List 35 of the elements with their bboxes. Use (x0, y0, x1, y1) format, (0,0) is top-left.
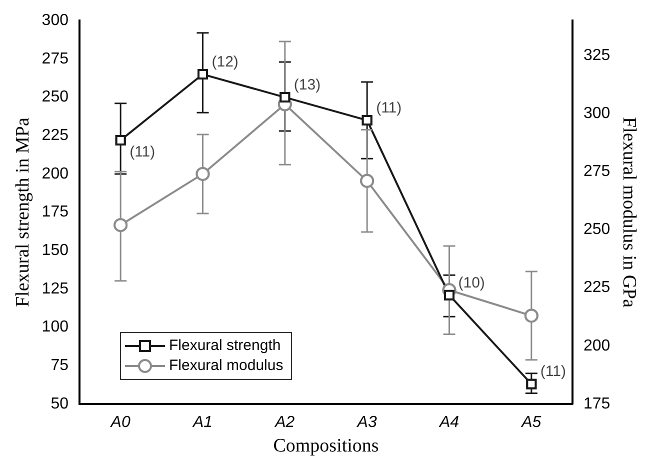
x-tick-label: A5 (520, 414, 542, 432)
y2-tick-label: 250 (584, 221, 610, 238)
x-tick-label: A0 (110, 414, 130, 432)
x-tick-label: A2 (274, 414, 295, 432)
annotation: (12) (212, 53, 238, 70)
y-tick-label: 250 (42, 88, 69, 106)
y-tick-label: 175 (42, 204, 69, 221)
y2-tick-label: 175 (584, 395, 610, 412)
y-tick-label: 50 (50, 395, 69, 412)
y2-axis-title: Flexural modulus in GPa (618, 117, 640, 308)
y2-tick-label: 300 (584, 104, 610, 122)
annotation: (11) (540, 363, 566, 380)
x-tick-label: A4 (438, 414, 460, 432)
y2-tick-label: 275 (584, 163, 610, 180)
y2-tick-label: 225 (584, 279, 610, 296)
y-tick-label: 75 (50, 357, 69, 374)
y-tick-label: 200 (42, 165, 69, 182)
x-tick-label: A3 (356, 414, 377, 432)
annotation: (11) (376, 99, 402, 116)
y-tick-label: 150 (42, 242, 69, 260)
y2-tick-label: 325 (584, 46, 610, 64)
annotation: (13) (294, 76, 321, 94)
y-tick-label: 125 (42, 280, 69, 298)
y2-tick-label: 200 (584, 337, 610, 354)
annotation: (11) (130, 143, 156, 160)
legend-label: Flexural strength (169, 336, 281, 356)
y-tick-label: 100 (42, 318, 69, 336)
legend-label: Flexural modulus (169, 356, 284, 376)
y-tick-label: 225 (42, 127, 69, 144)
y-axis-title: Flexural strength in MPa (12, 117, 34, 308)
x-tick-label: A1 (192, 414, 213, 432)
y-tick-label: 275 (42, 50, 69, 68)
x-axis-title: Compositions (273, 436, 379, 457)
y-tick-label: 300 (42, 12, 69, 30)
annotation: (10) (458, 274, 485, 292)
